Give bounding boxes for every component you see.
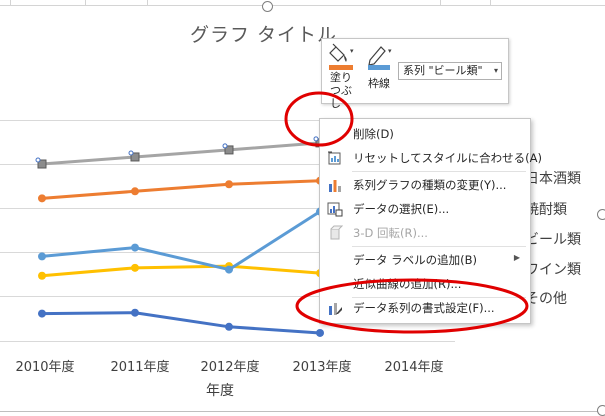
change-chart-type-icon bbox=[329, 180, 341, 192]
mini-toolbar: ▾ 塗りつぶし ▾ 枠線 系列 "ビール類" ▾ bbox=[321, 38, 509, 110]
data-point-marker[interactable] bbox=[131, 308, 139, 317]
menu-item-label: 系列グラフの種類の変更(Y)... bbox=[353, 178, 507, 192]
series-line[interactable] bbox=[41, 210, 321, 272]
data-point-marker[interactable] bbox=[38, 194, 46, 203]
pen-icon: ▾ bbox=[368, 46, 392, 70]
svg-text:▾: ▾ bbox=[388, 47, 392, 55]
x-tick-label: 2012年度 bbox=[200, 360, 260, 375]
fill-button[interactable]: ▾ 塗りつぶし bbox=[324, 39, 360, 110]
data-point-marker[interactable] bbox=[37, 159, 47, 169]
data-point-marker[interactable] bbox=[225, 265, 233, 274]
menu-separator bbox=[352, 171, 526, 172]
point-selection-handle[interactable] bbox=[222, 143, 228, 149]
menu-separator bbox=[352, 246, 526, 247]
menu-item-3d-rotation: 3-D 回転(R)... bbox=[320, 221, 528, 245]
series-line[interactable] bbox=[41, 264, 321, 278]
data-point-marker[interactable] bbox=[224, 145, 234, 155]
menu-item-label: 3-D 回転(R)... bbox=[353, 226, 428, 240]
outline-button[interactable]: ▾ 枠線 bbox=[364, 39, 396, 101]
paint-bucket-icon: ▾ bbox=[329, 43, 354, 70]
point-selection-handle[interactable] bbox=[313, 136, 319, 142]
chevron-down-icon: ▾ bbox=[493, 66, 498, 75]
outline-button-label: 枠線 bbox=[368, 77, 390, 90]
format-series-icon bbox=[329, 303, 342, 315]
data-point-marker[interactable] bbox=[38, 309, 46, 318]
menu-item-label: データ ラベルの追加(B) bbox=[353, 253, 478, 267]
menu-item-change-chart-type[interactable]: 系列グラフの種類の変更(Y)... bbox=[320, 173, 528, 197]
data-point-marker[interactable] bbox=[225, 180, 233, 189]
x-tick-label: 2011年度 bbox=[110, 360, 170, 375]
menu-item-format-data-series[interactable]: データ系列の書式設定(F)... bbox=[320, 296, 528, 320]
menu-item-select-data[interactable]: データの選択(E)... bbox=[320, 197, 528, 221]
data-point-marker[interactable] bbox=[38, 252, 46, 261]
menu-item-label: 削除(D) bbox=[353, 127, 394, 141]
data-point-marker[interactable] bbox=[131, 243, 139, 252]
data-point-marker[interactable] bbox=[38, 271, 46, 280]
menu-item-label: リセットしてスタイルに合わせる(A) bbox=[353, 151, 542, 165]
submenu-arrow-icon: ▶ bbox=[513, 253, 520, 262]
data-point-marker[interactable] bbox=[131, 263, 139, 272]
chart-title[interactable]: グラフ タイトル bbox=[190, 24, 338, 46]
x-axis-title[interactable]: 年度 bbox=[206, 383, 234, 399]
rotate-3d-icon bbox=[330, 225, 343, 240]
chart-resize-handle[interactable] bbox=[262, 1, 273, 12]
data-point-marker[interactable] bbox=[130, 152, 140, 162]
legend-entry[interactable]: 日本酒類 bbox=[525, 171, 581, 187]
x-tick-label: 2014年度 bbox=[384, 360, 444, 375]
legend-entry[interactable]: ワイン類 bbox=[525, 262, 581, 278]
chart-resize-handle[interactable] bbox=[597, 209, 605, 220]
point-selection-handle[interactable] bbox=[128, 150, 134, 156]
reset-style-icon bbox=[328, 151, 341, 165]
data-point-marker[interactable] bbox=[225, 322, 233, 331]
x-tick-label: 2013年度 bbox=[292, 360, 352, 375]
menu-item-reset-style[interactable]: リセットしてスタイルに合わせる(A) bbox=[320, 146, 542, 170]
point-selection-handle[interactable] bbox=[35, 157, 41, 163]
legend-entry[interactable]: ビール類 bbox=[525, 232, 581, 248]
series-selector-dropdown[interactable]: 系列 "ビール類" ▾ bbox=[398, 62, 502, 80]
series-line[interactable] bbox=[41, 179, 321, 200]
context-menu: 削除(D) リセットしてスタイルに合わせる(A) 系列グラフの種類の変更(Y).… bbox=[319, 118, 542, 324]
svg-text:▾: ▾ bbox=[350, 47, 354, 55]
menu-item-add-data-labels[interactable]: データ ラベルの追加(B) ▶ bbox=[320, 248, 528, 272]
legend-entry[interactable]: その他 bbox=[525, 291, 567, 307]
menu-item-label: データ系列の書式設定(F)... bbox=[353, 301, 495, 315]
chart-resize-handle[interactable] bbox=[597, 405, 605, 416]
menu-item-label: データの選択(E)... bbox=[353, 202, 450, 216]
menu-item-add-trendline[interactable]: 近似曲線の追加(R)... bbox=[320, 272, 528, 296]
data-point-marker[interactable] bbox=[316, 328, 324, 337]
x-tick-label: 2010年度 bbox=[15, 360, 75, 375]
legend-entry[interactable]: 焼酎類 bbox=[525, 202, 567, 218]
series-selector-value: 系列 "ビール類" bbox=[403, 64, 483, 77]
menu-item-label: 近似曲線の追加(R)... bbox=[353, 277, 462, 291]
menu-item-delete[interactable]: 削除(D) bbox=[320, 122, 528, 146]
data-point-marker[interactable] bbox=[131, 187, 139, 196]
select-data-icon bbox=[327, 202, 343, 217]
series-line[interactable] bbox=[41, 311, 321, 335]
fill-button-label: 塗りつぶし bbox=[330, 71, 352, 110]
